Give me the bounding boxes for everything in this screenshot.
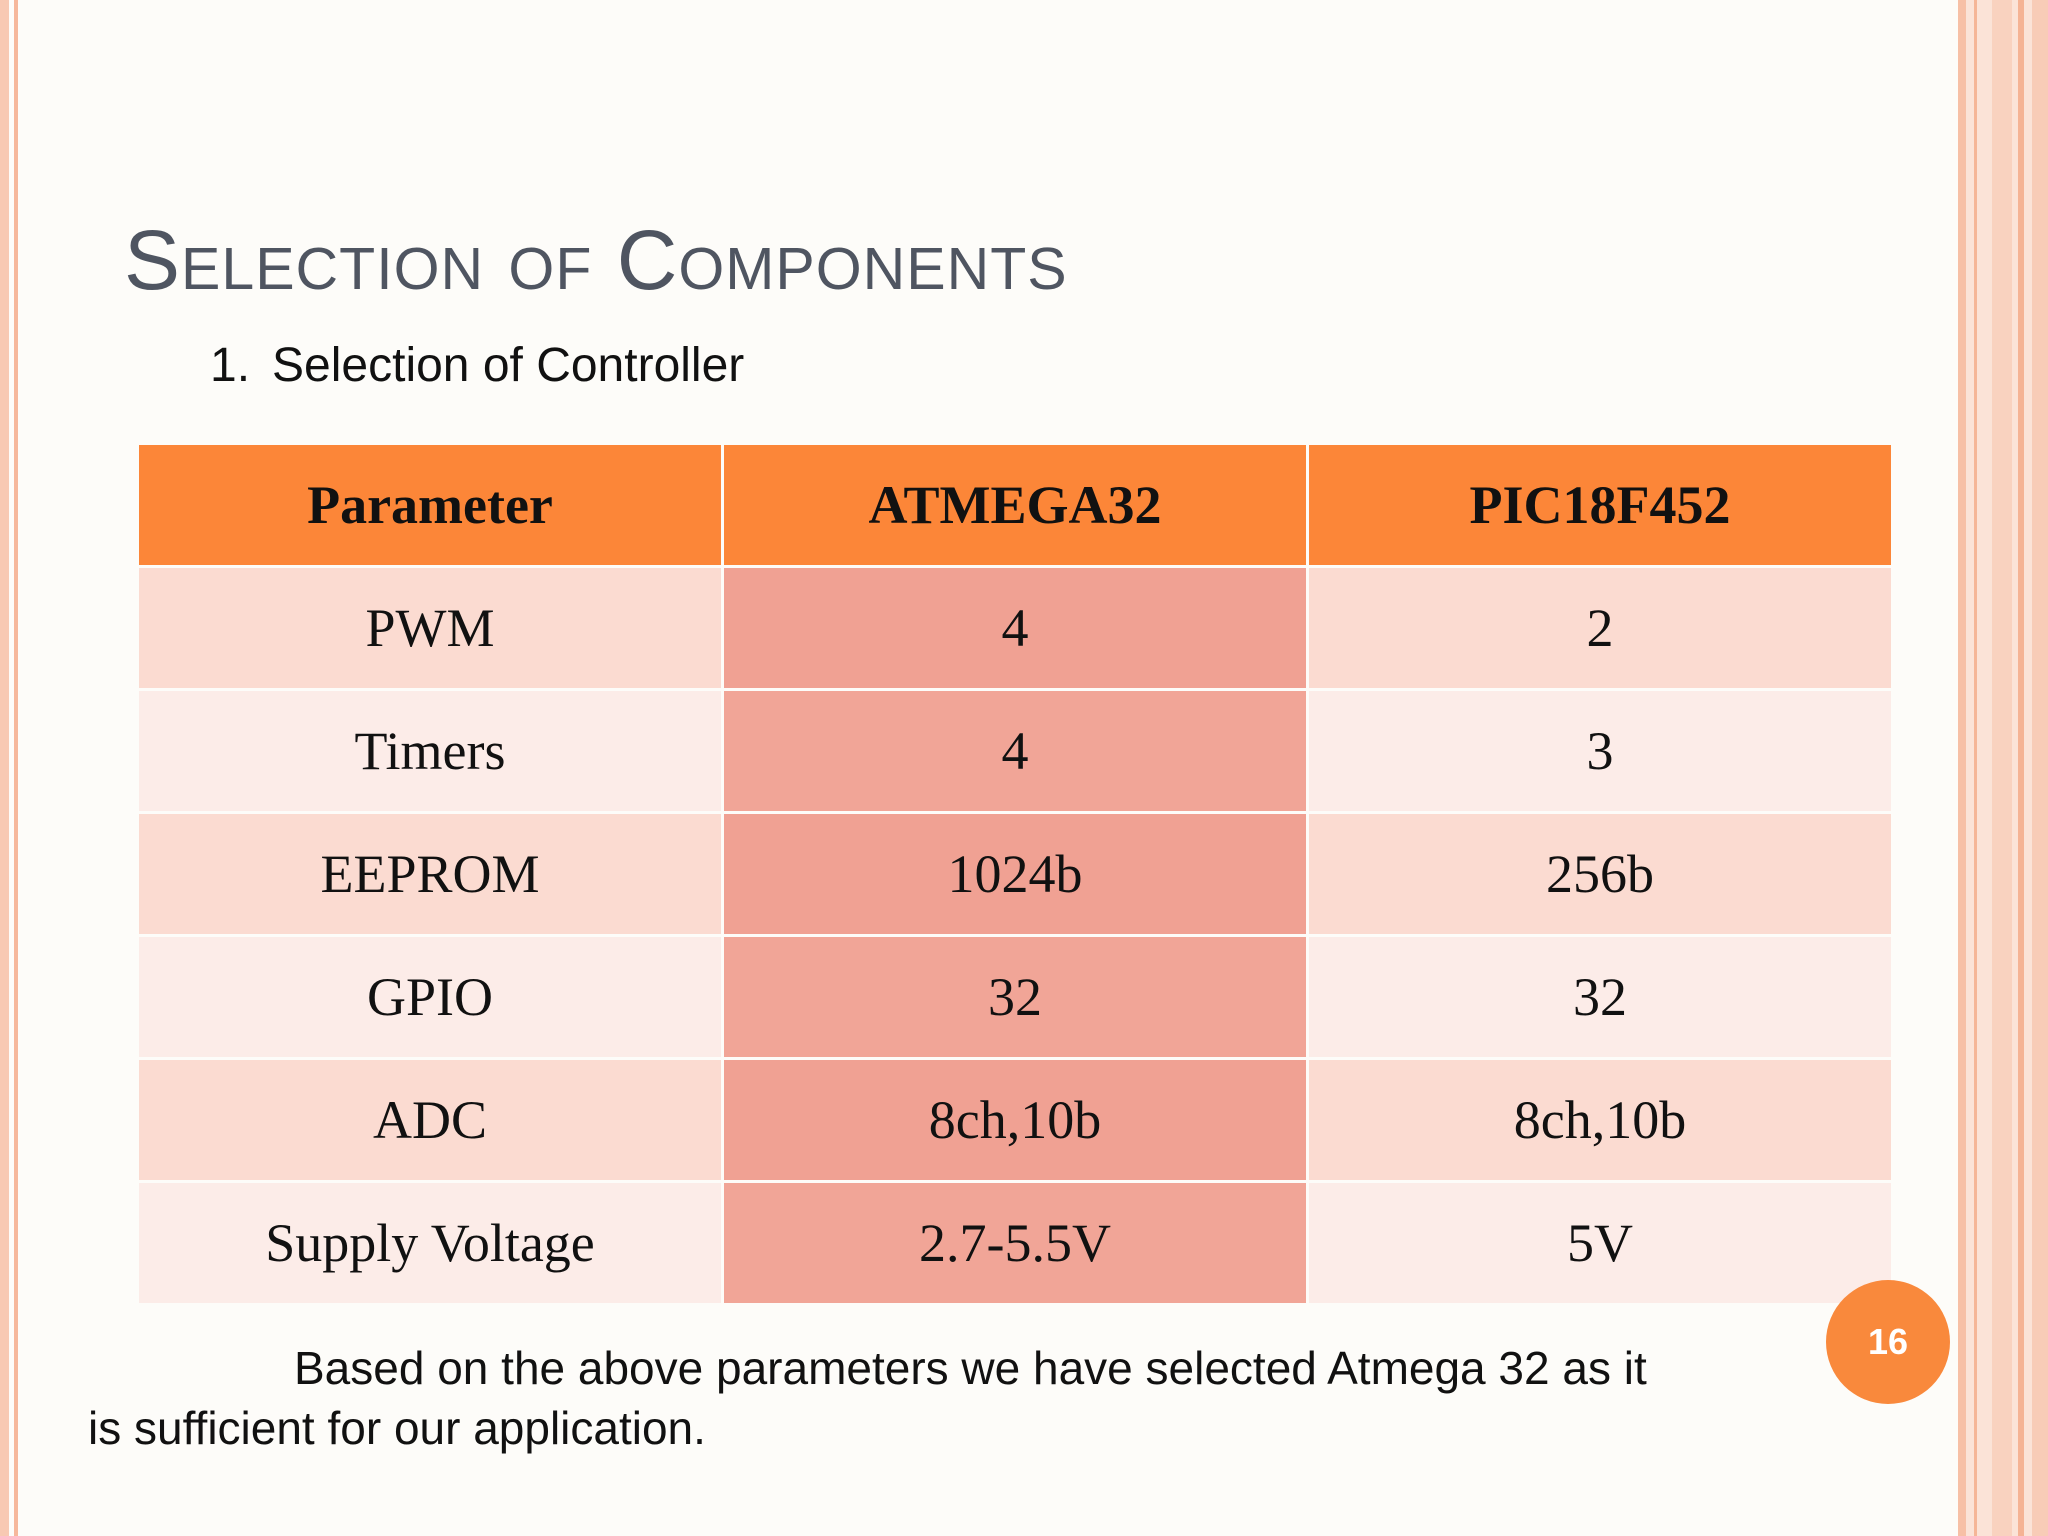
left-border-stripe [0, 0, 9, 1536]
row-parameter: GPIO [139, 937, 721, 1057]
header-pic18f452: PIC18F452 [1309, 445, 1891, 565]
page-number-badge: 16 [1826, 1280, 1950, 1404]
table-row: Timers 4 3 [139, 691, 1891, 811]
row-pic18f452-value: 5V [1309, 1183, 1891, 1303]
conclusion-line-1: Based on the above parameters we have se… [294, 1342, 1647, 1394]
table-row: PWM 4 2 [139, 568, 1891, 688]
subtitle-number: 1. [210, 339, 251, 392]
row-atmega32-value: 4 [724, 568, 1306, 688]
row-atmega32-value: 4 [724, 691, 1306, 811]
table-header-row: Parameter ATMEGA32 PIC18F452 [139, 445, 1891, 565]
row-pic18f452-value: 32 [1309, 937, 1891, 1057]
row-atmega32-value: 32 [724, 937, 1306, 1057]
row-parameter: Timers [139, 691, 721, 811]
conclusion-line-2: is sufficient for our application. [88, 1402, 706, 1454]
row-atmega32-value: 1024b [724, 814, 1306, 934]
row-pic18f452-value: 256b [1309, 814, 1891, 934]
header-parameter: Parameter [139, 445, 721, 565]
row-pic18f452-value: 2 [1309, 568, 1891, 688]
slide-subtitle: 1. Selection of Controller [210, 338, 744, 393]
right-border-line [2018, 0, 2024, 1536]
left-border-line [14, 0, 18, 1536]
row-pic18f452-value: 3 [1309, 691, 1891, 811]
table-row: ADC 8ch,10b 8ch,10b [139, 1060, 1891, 1180]
row-parameter: EEPROM [139, 814, 721, 934]
row-parameter: ADC [139, 1060, 721, 1180]
comparison-table: Parameter ATMEGA32 PIC18F452 PWM 4 2 Tim… [136, 442, 1894, 1306]
right-border-line [1958, 0, 1966, 1536]
table-row: EEPROM 1024b 256b [139, 814, 1891, 934]
right-border-line [2032, 0, 2048, 1536]
table-row: GPIO 32 32 [139, 937, 1891, 1057]
right-border-line [1992, 0, 2012, 1536]
header-atmega32: ATMEGA32 [724, 445, 1306, 565]
row-pic18f452-value: 8ch,10b [1309, 1060, 1891, 1180]
row-atmega32-value: 2.7-5.5V [724, 1183, 1306, 1303]
right-border-line [1974, 0, 1977, 1536]
page-number: 16 [1867, 1321, 1909, 1362]
row-atmega32-value: 8ch,10b [724, 1060, 1306, 1180]
table-row: Supply Voltage 2.7-5.5V 5V [139, 1183, 1891, 1303]
slide-title: Selection of Components [124, 213, 1068, 307]
row-parameter: PWM [139, 568, 721, 688]
conclusion-text: Based on the above parameters we have se… [88, 1338, 1808, 1458]
subtitle-text: Selection of Controller [272, 339, 745, 392]
row-parameter: Supply Voltage [139, 1183, 721, 1303]
